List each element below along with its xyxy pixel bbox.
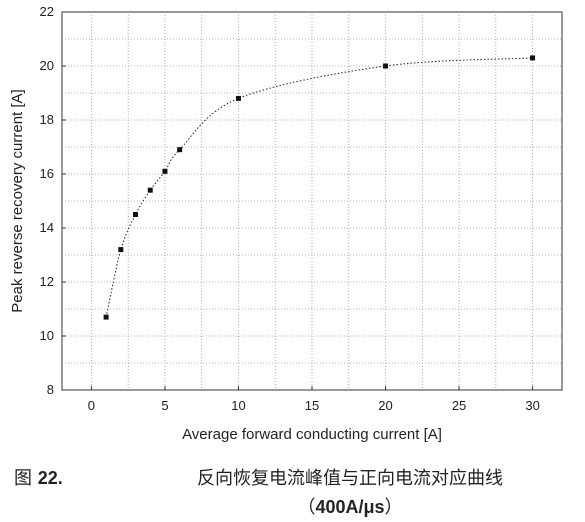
x-tick-label: 10 [231, 398, 245, 413]
data-point [235, 95, 241, 101]
x-tick-label: 20 [378, 398, 392, 413]
data-point [162, 168, 168, 174]
data-point [383, 63, 389, 69]
x-tick-label: 25 [452, 398, 466, 413]
y-tick-label: 10 [40, 328, 54, 343]
y-tick-label: 16 [40, 166, 54, 181]
data-point [133, 212, 139, 217]
x-tick-label: 0 [88, 398, 95, 413]
subtitle-value: 400A/μs [315, 497, 385, 517]
x-tick-label: 30 [525, 398, 539, 413]
y-tick-label: 14 [40, 220, 54, 235]
x-axis-label: Average forward conducting current [A] [182, 426, 442, 443]
y-axis-label: Peak reverse recovery current [A] [9, 89, 26, 312]
figure-number: 图 22. [14, 464, 63, 490]
x-tick-label: 5 [161, 398, 168, 413]
x-tick-labels: 0 5 10 15 20 25 30 [88, 386, 540, 413]
y-tick-label: 12 [40, 274, 54, 289]
y-tick-label: 18 [40, 112, 54, 127]
y-tick-label: 8 [47, 382, 54, 397]
data-point [103, 314, 109, 320]
y-tick-labels: 8 10 12 14 16 18 20 22 [40, 4, 66, 397]
data-points [103, 55, 536, 320]
trend-curve [105, 57, 533, 318]
y-tick-label: 20 [40, 58, 54, 73]
data-point [147, 187, 153, 193]
subtitle-close: ） [384, 497, 403, 518]
figure-prefix: 图 [14, 468, 38, 489]
trend-line [105, 57, 533, 318]
grid-lines [62, 12, 562, 390]
figure-title: 反向恢复电流峰值与正向电流对应曲线 [197, 468, 503, 489]
y-tick-label: 22 [40, 4, 54, 19]
subtitle-open: （ [297, 497, 316, 518]
data-point [530, 55, 536, 61]
data-point [118, 247, 124, 253]
chart: 0 5 10 15 20 25 30 8 10 12 14 16 18 20 22 Average for… [9, 4, 563, 443]
figure-number-value: 22. [37, 468, 63, 488]
figure-subtitle: （400A/μs） [150, 493, 550, 519]
data-point [177, 147, 183, 153]
x-tick-label: 15 [305, 398, 319, 413]
